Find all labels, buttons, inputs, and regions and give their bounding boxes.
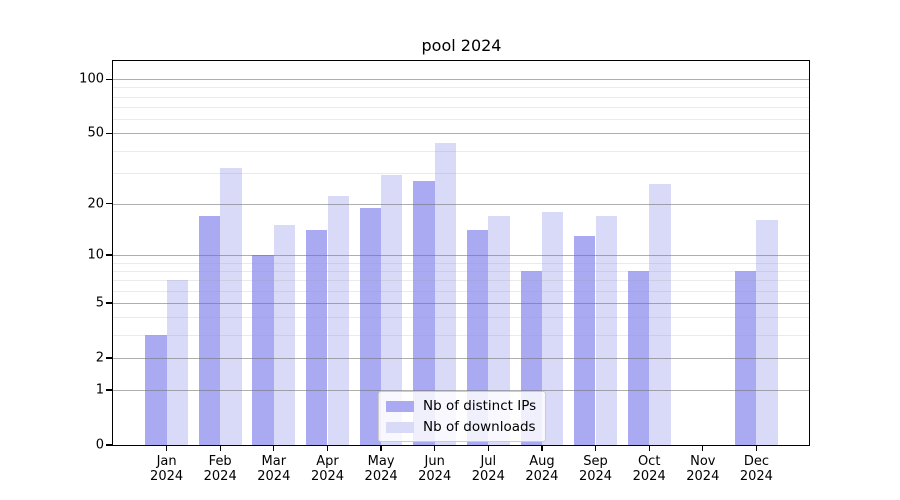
gridline-minor-7 (113, 280, 810, 282)
bar-may-downloads (381, 175, 403, 445)
y-tick-mark-5 (106, 302, 112, 304)
x-tick-label-jul: Jul 2024 (471, 454, 505, 484)
bar-jun-downloads (434, 143, 457, 445)
x-tick-label-apr: Apr 2024 (310, 454, 345, 484)
bar-feb-ips (198, 215, 221, 445)
y-tick-mark-1 (106, 389, 112, 391)
x-tick-label-jan: Jan 2024 (150, 454, 184, 484)
y-tick-label-50: 50 (87, 125, 104, 141)
x-tick-mark-apr (326, 446, 329, 451)
gridline-minor-70 (113, 107, 810, 109)
x-tick-mark-may (380, 446, 382, 451)
gridline-major-20 (113, 203, 810, 205)
gridline-major-10 (113, 254, 810, 256)
bar-apr-downloads (327, 196, 349, 445)
y-tick-label-20: 20 (87, 196, 104, 212)
y-tick-label-100: 100 (79, 71, 104, 87)
chart-title: pool 2024 (421, 36, 502, 55)
gridline-minor-4 (113, 317, 810, 319)
bar-apr-ips (306, 230, 328, 445)
y-tick-label-5: 5 (95, 295, 104, 311)
bar-jan-downloads (166, 280, 188, 445)
gridline-minor-60 (113, 119, 810, 121)
x-tick-label-oct: Oct 2024 (632, 454, 666, 484)
x-tick-mark-aug (541, 446, 543, 451)
bar-jun-ips (413, 180, 435, 445)
gridline-major-50 (113, 133, 810, 135)
x-tick-mark-jul (487, 446, 489, 451)
x-tick-label-mar: Mar 2024 (257, 454, 291, 484)
bar-jul-downloads (488, 215, 510, 445)
legend-row-downloads: Nb of downloads (386, 419, 536, 435)
legend: Nb of distinct IPs Nb of downloads (378, 391, 547, 442)
x-tick-label-aug: Aug 2024 (525, 454, 559, 484)
bar-feb-downloads (220, 167, 242, 445)
bar-aug-downloads (541, 211, 564, 445)
y-tick-mark-10 (106, 254, 112, 256)
bar-dec-downloads (756, 220, 778, 445)
y-tick-mark-0 (106, 444, 112, 446)
gridline-minor-90 (113, 87, 810, 89)
y-tick-label-2: 2 (95, 350, 104, 366)
y-tick-mark-50 (106, 132, 112, 134)
gridline-minor-9 (113, 262, 810, 264)
x-tick-mark-feb (219, 446, 221, 451)
legend-label-ips: Nb of distinct IPs (423, 398, 537, 414)
gridline-major-2 (113, 357, 810, 359)
bar-jan-ips (145, 335, 167, 445)
gridline-major-1 (113, 390, 810, 392)
legend-row-ips: Nb of distinct IPs (386, 398, 536, 414)
x-tick-mark-oct (648, 446, 650, 451)
bar-may-ips (359, 207, 381, 445)
x-tick-mark-mar (273, 446, 275, 451)
gridline-minor-6 (113, 290, 810, 292)
bar-mar-downloads (273, 225, 296, 445)
y-tick-mark-2 (106, 357, 112, 359)
bar-oct-downloads (649, 183, 671, 445)
x-tick-label-nov: Nov 2024 (686, 454, 720, 484)
gridline-minor-8 (113, 270, 810, 272)
legend-label-downloads: Nb of downloads (423, 419, 536, 435)
gridline-minor-3 (113, 335, 810, 337)
x-tick-mark-jun (434, 446, 436, 451)
legend-swatch-downloads (386, 421, 414, 433)
gridline-minor-80 (113, 96, 810, 98)
y-tick-label-0: 0 (95, 437, 104, 453)
gridline-major-5 (113, 303, 810, 304)
x-tick-mark-jan (165, 446, 168, 451)
y-tick-mark-100 (106, 78, 112, 80)
y-tick-label-10: 10 (87, 247, 104, 263)
x-tick-label-feb: Feb 2024 (203, 454, 237, 484)
bar-sep-downloads (595, 215, 617, 445)
gridline-major-100 (113, 79, 810, 81)
gridline-minor-30 (113, 172, 810, 174)
x-tick-mark-dec (755, 446, 758, 451)
x-tick-label-sep: Sep 2024 (578, 454, 613, 484)
y-tick-label-1: 1 (95, 382, 104, 398)
x-tick-label-jun: Jun 2024 (418, 454, 452, 484)
legend-swatch-ips (386, 400, 414, 412)
x-tick-label-may: May 2024 (364, 454, 398, 484)
bar-sep-ips (574, 235, 596, 445)
bar-mar-ips (252, 254, 274, 445)
x-tick-label-dec: Dec 2024 (739, 454, 773, 484)
x-tick-mark-nov (702, 446, 704, 451)
x-tick-mark-sep (594, 446, 597, 451)
gridline-minor-40 (113, 150, 810, 152)
y-tick-mark-20 (106, 203, 112, 205)
